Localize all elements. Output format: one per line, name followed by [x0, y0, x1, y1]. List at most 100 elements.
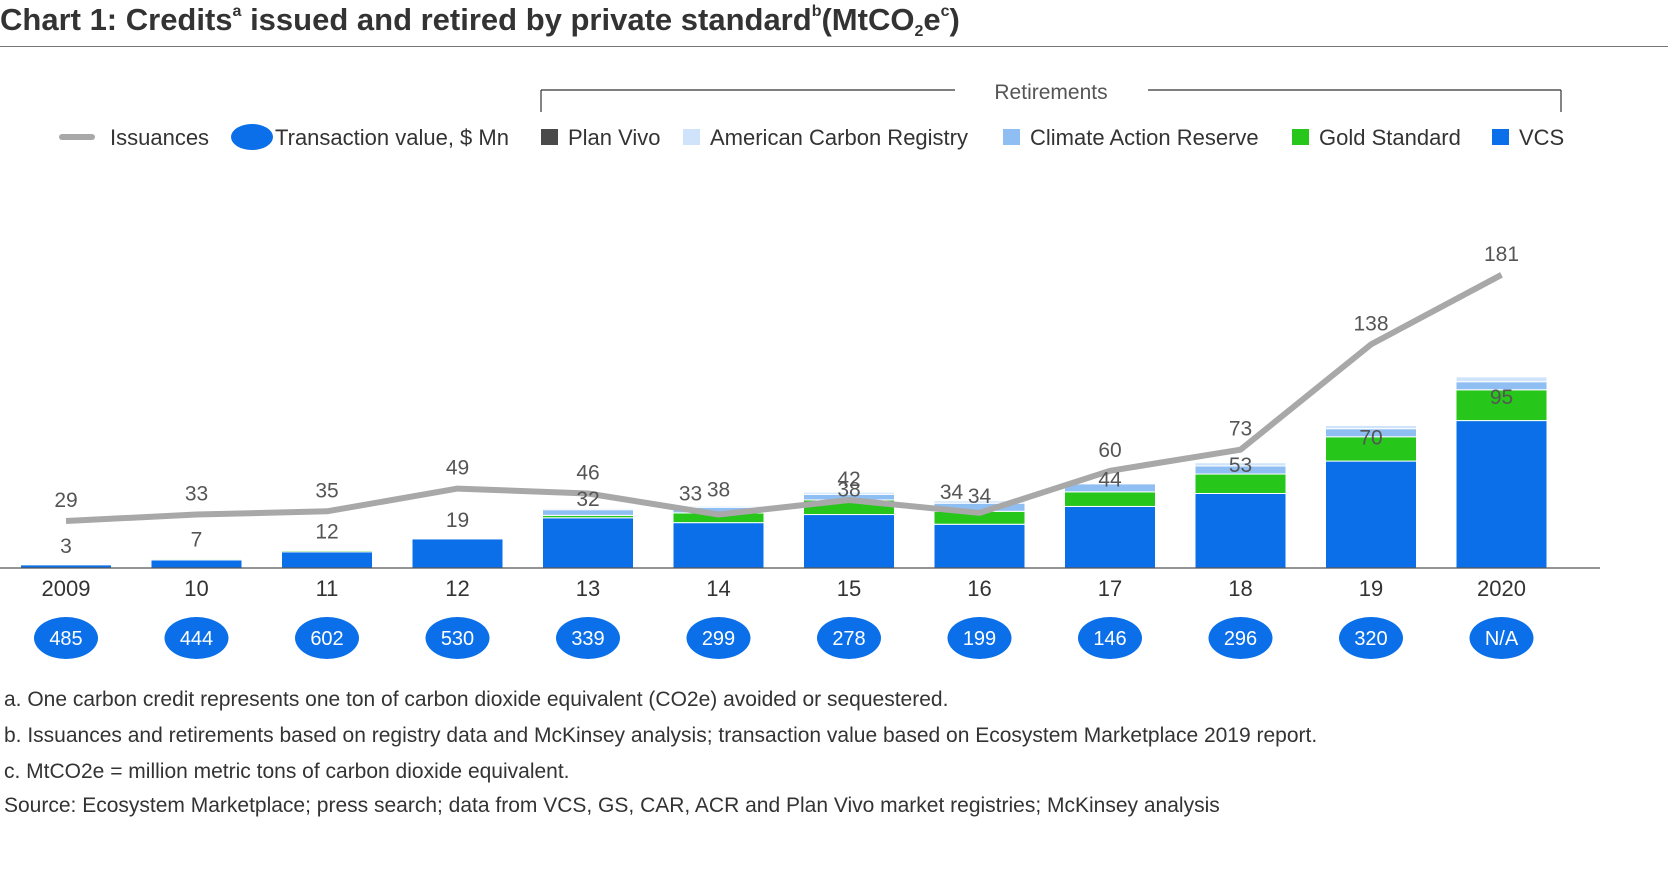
legend-label-4: Climate Action Reserve [1030, 125, 1259, 150]
bar-segment-american-carbon-registry [150, 556, 243, 559]
bar-segment-american-carbon-registry [803, 491, 895, 495]
x-tick-label: 12 [445, 576, 469, 601]
bar-segment-vcs [803, 514, 895, 569]
retirement-total-label: 12 [315, 521, 338, 544]
transaction-value-label: N/A [1485, 628, 1519, 650]
retirement-total-label: 70 [1359, 427, 1382, 450]
bar-segment-american-carbon-registry [281, 548, 373, 551]
legend-swatch-climate-action-reserve [1003, 129, 1020, 145]
footnote-c: c. MtCO2e = million metric tons of carbo… [4, 760, 570, 783]
bar-segment-vcs [672, 522, 765, 569]
footnote-a: a. One carbon credit represents one ton … [4, 688, 949, 711]
transaction-value-label: 339 [571, 628, 604, 650]
title-unit-open: (MtCO [821, 2, 915, 37]
bar-segment-american-carbon-registry [1455, 376, 1548, 383]
bar-segment-gold-standard [1325, 436, 1417, 462]
bar-segment-vcs [1064, 505, 1156, 569]
transaction-value-label: 199 [963, 628, 996, 650]
x-tick-label: 19 [1359, 576, 1383, 601]
bar-segment-vcs [150, 559, 243, 569]
title-prefix: Chart 1: Credits [0, 2, 233, 37]
title-unit-close: ) [949, 2, 960, 37]
x-tick-label: 16 [967, 576, 991, 601]
title-mid: issued and retired by private standard [241, 2, 812, 37]
x-tick-label: 11 [316, 576, 339, 601]
retirement-total-label: 7 [191, 529, 203, 552]
x-tick-label: 18 [1228, 576, 1252, 601]
legend-label-0: Issuances [110, 125, 209, 150]
transaction-value-badge [1078, 617, 1142, 659]
issuance-label: 34 [940, 481, 964, 504]
retirement-total-label: 32 [576, 488, 599, 511]
legend-swatch-gold-standard [1292, 129, 1309, 145]
x-tick-label: 15 [837, 576, 861, 601]
transaction-value-badge [164, 617, 229, 659]
issuance-label: 33 [185, 483, 208, 506]
labels: 3 7 12 19 32 38 38 34 44 53 70 95 29 33 35 49 46 33 42 34 60… [54, 243, 1519, 558]
retirement-total-label: 38 [837, 478, 860, 501]
legend-swatch-vcs [1492, 129, 1509, 145]
title-footnote-b: b [811, 3, 822, 20]
transaction-value-label: 320 [1354, 628, 1387, 650]
bar-segment-american-carbon-registry [1194, 462, 1287, 467]
chart-canvas: Retirements Issuances Transaction value, $… [0, 81, 1600, 659]
legend-swatch-transaction-value [231, 124, 273, 150]
source-note: Source: Ecosystem Marketplace; press sea… [4, 794, 1220, 817]
legend-group-label: Retirements [994, 81, 1107, 104]
transaction-value-label: 530 [441, 628, 474, 650]
legend-swatch-american-carbon-registry [683, 129, 700, 145]
issuance-label: 181 [1484, 243, 1519, 266]
x-tick-label: 17 [1098, 576, 1122, 601]
transaction-value-label: 485 [49, 628, 82, 650]
transaction-values: 485 444 602 530 339 299 278 199 146 296 320 N/A [34, 617, 1534, 659]
x-tick-label: 13 [576, 576, 600, 601]
retirement-total-label: 95 [1490, 386, 1513, 409]
title-unit-e: e [923, 2, 941, 37]
bar-segment-vcs [1194, 492, 1287, 569]
title-divider [0, 46, 1668, 47]
transaction-value-badge [34, 617, 98, 659]
legend-label-6: VCS [1519, 125, 1564, 150]
issuance-label: 29 [54, 489, 77, 512]
issuance-label: 42 [837, 468, 860, 491]
issuances-line [65, 272, 1503, 524]
issuance-label: 49 [446, 457, 469, 480]
bar-segment-vcs [1455, 420, 1548, 569]
legend-label-5: Gold Standard [1319, 125, 1461, 150]
bar-segment-vcs [281, 551, 373, 569]
bars [0, 376, 1600, 569]
transaction-value-badge [1339, 617, 1403, 659]
issuance-label: 60 [1098, 439, 1121, 462]
bar-segment-vcs [411, 538, 504, 569]
bar-segment-gold-standard [1455, 389, 1548, 422]
issuance-label: 33 [679, 483, 702, 506]
legend-label-1: Transaction value, $ Mn [275, 125, 509, 150]
retirement-total-label: 38 [707, 478, 730, 501]
transaction-value-label: 278 [832, 628, 865, 650]
x-tick-label: 2020 [1477, 576, 1526, 601]
issuances-line-layer [65, 272, 1503, 524]
legend: Retirements Issuances Transaction value, $… [59, 81, 1564, 150]
x-tick-label: 10 [184, 576, 208, 601]
x-tick-label: 2009 [42, 576, 91, 601]
bar-segment-american-carbon-registry [1325, 424, 1417, 430]
issuance-label: 46 [576, 461, 599, 484]
transaction-value-badge [686, 617, 751, 659]
transaction-value-label: 602 [310, 628, 343, 650]
retirement-total-label: 44 [1098, 469, 1122, 492]
legend-swatch-plan-vivo [541, 129, 558, 145]
transaction-value-label: 444 [180, 628, 213, 650]
bar-segment-vcs [542, 517, 634, 569]
footnote-b: b. Issuances and retirements based on re… [4, 724, 1318, 747]
legend-label-2: Plan Vivo [568, 125, 661, 150]
transaction-value-badge [425, 617, 490, 659]
retirement-total-label: 3 [60, 535, 72, 558]
transaction-value-badge [1208, 617, 1273, 659]
bar-segment-vcs [933, 523, 1026, 569]
retirement-total-label: 53 [1229, 454, 1252, 477]
transaction-value-badge [817, 617, 881, 659]
transaction-value-label: 299 [702, 628, 735, 650]
transaction-value-badge [947, 617, 1012, 659]
transaction-value-label: 146 [1093, 628, 1126, 650]
bar-segment-vcs [1325, 460, 1417, 569]
